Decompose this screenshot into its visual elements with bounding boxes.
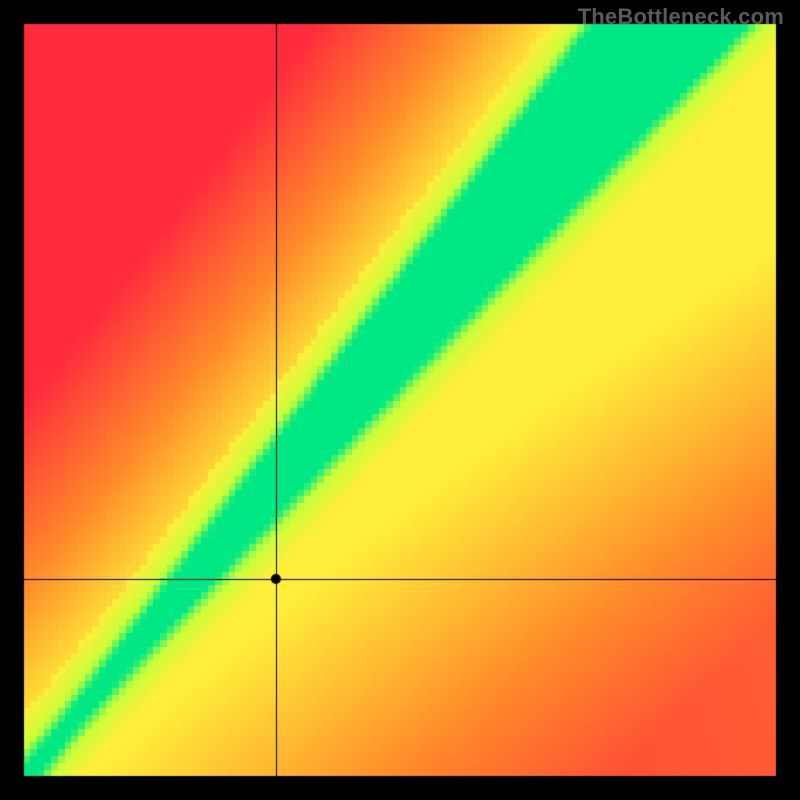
watermark-text: TheBottleneck.com [578, 4, 784, 30]
bottleneck-heatmap [0, 0, 800, 800]
